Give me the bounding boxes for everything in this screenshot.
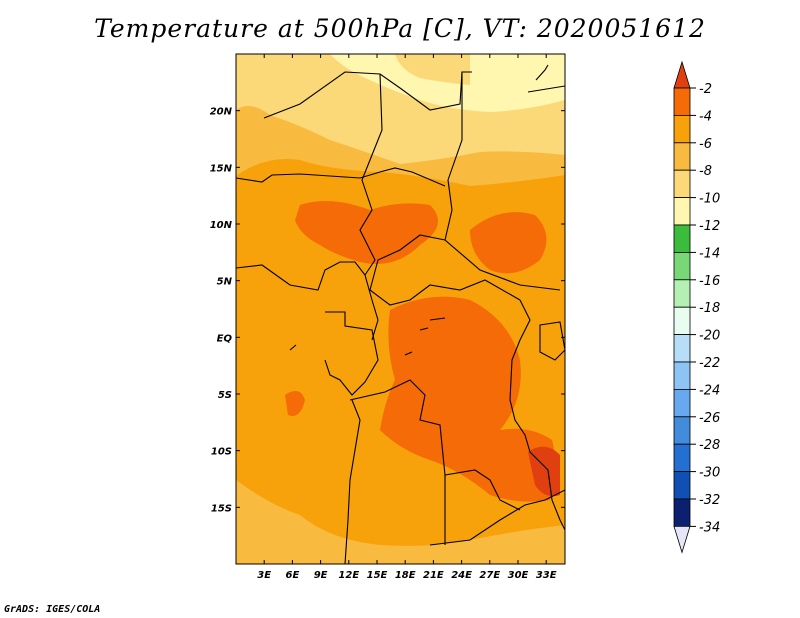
x-tick-label: 15E — [367, 570, 388, 581]
colorbar-swatch — [673, 169, 691, 198]
field-band-4-atlantic — [285, 391, 305, 416]
colorbar-swatch — [673, 197, 691, 226]
field-band-4-congo — [380, 296, 556, 502]
colorbar-label: -22 — [699, 356, 720, 371]
colorbar-label: -18 — [699, 301, 720, 316]
colorbar-swatch — [673, 361, 691, 390]
colorbar-swatch — [673, 334, 691, 363]
colorbar-swatch — [673, 416, 691, 445]
field-band-12-north — [330, 54, 565, 112]
border-zambia-south — [429, 489, 565, 546]
colorbar-label: -24 — [699, 383, 720, 398]
river-congo — [404, 317, 446, 356]
coast-bioko — [289, 344, 297, 351]
field-band-2-east — [528, 446, 560, 497]
y-tick-label: 15N — [210, 163, 233, 174]
lake-victoria — [539, 321, 565, 361]
grads-credit: GrADS: IGES/COLA — [4, 604, 101, 615]
colorbar-swatch — [673, 471, 691, 500]
x-tick-label: 6E — [286, 570, 300, 581]
colorbar-label: -34 — [699, 520, 720, 535]
x-tick-label: 27E — [479, 570, 500, 581]
colorbar-label: -30 — [699, 466, 720, 481]
colorbar-swatch — [673, 115, 691, 144]
colorbar-label: -12 — [699, 219, 720, 234]
border-niger-chad — [359, 73, 383, 276]
y-tick-label: 10S — [211, 447, 232, 458]
y-tick-label: 5S — [218, 390, 232, 401]
colorbar-swatch — [673, 224, 691, 253]
x-tick-label: 9E — [314, 570, 328, 581]
colorbar-label: -16 — [699, 274, 720, 289]
border-drc-angola — [349, 379, 521, 511]
border-sahel — [236, 167, 446, 187]
y-tick-label: 15S — [211, 503, 232, 514]
x-tick-label: 3E — [257, 570, 271, 581]
field-band-10-patch — [395, 54, 470, 85]
x-axis: 3E 6E 9E 12E 15E 18E 21E 24E 27E 30E 33E — [257, 54, 557, 581]
colorbar-label: -20 — [699, 329, 720, 344]
colorbar-label: -8 — [699, 164, 712, 179]
border-angola-west — [344, 399, 361, 564]
colorbar-label: -2 — [699, 82, 712, 97]
colorbar-label: -26 — [699, 411, 720, 426]
border-malawi — [529, 451, 565, 531]
colorbar-label: -32 — [699, 493, 720, 508]
colorbar-swatch — [673, 279, 691, 308]
colorbar-swatch — [673, 388, 691, 418]
border-chad-sudan — [444, 72, 561, 291]
field-band-8-south — [236, 480, 565, 564]
x-tick-label: 33E — [536, 570, 557, 581]
colorbar-swatch — [673, 443, 691, 473]
country-borders — [236, 64, 565, 564]
field-band-4-east-sahel — [470, 212, 547, 274]
border-gulf-guinea — [236, 261, 379, 341]
colorbar-top-arrow — [673, 60, 691, 89]
y-tick-label: 5N — [217, 277, 233, 288]
colorbar-swatch — [673, 87, 691, 116]
border-gabon-congo — [324, 311, 379, 396]
colorbar-label: -10 — [699, 192, 720, 207]
colorbar-label: -14 — [699, 246, 720, 261]
border-great-lakes — [509, 299, 531, 453]
x-tick-label: 30E — [508, 570, 529, 581]
colorbar-label: -28 — [699, 438, 720, 453]
colorbar-bottom-arrow — [673, 526, 691, 554]
y-tick-label: 20N — [210, 107, 233, 118]
x-tick-label: 18E — [395, 570, 416, 581]
y-axis: 20N 15N 10N 5N EQ 5S 10S 15S — [210, 107, 565, 514]
colorbar-label: -4 — [699, 109, 712, 124]
border-algeria-niger-libya — [263, 71, 472, 119]
colorbar-swatch — [673, 498, 691, 527]
colorbar-swatch — [673, 142, 691, 171]
colorbar-label: -6 — [699, 137, 712, 152]
x-tick-label: 24E — [451, 570, 472, 581]
colorbar: -2 -4 -6 -8 -10 -12 -14 -16 -18 -20 -22 -24 -26 -28 -3… — [673, 60, 720, 554]
x-tick-label: 12E — [338, 570, 359, 581]
colorbar-swatch — [673, 251, 691, 281]
temperature-field — [236, 54, 565, 564]
colorbar-swatch — [673, 306, 691, 336]
border-car — [369, 234, 521, 306]
coast-egypt — [527, 85, 565, 93]
y-tick-label: EQ — [217, 333, 233, 344]
y-tick-label: 10N — [210, 220, 233, 231]
x-tick-label: 21E — [423, 570, 444, 581]
coast-red-sea — [535, 64, 549, 81]
map-title: Temperature at 500hPa [C], VT: 202005161… — [94, 14, 706, 43]
plot-frame — [235, 53, 566, 565]
